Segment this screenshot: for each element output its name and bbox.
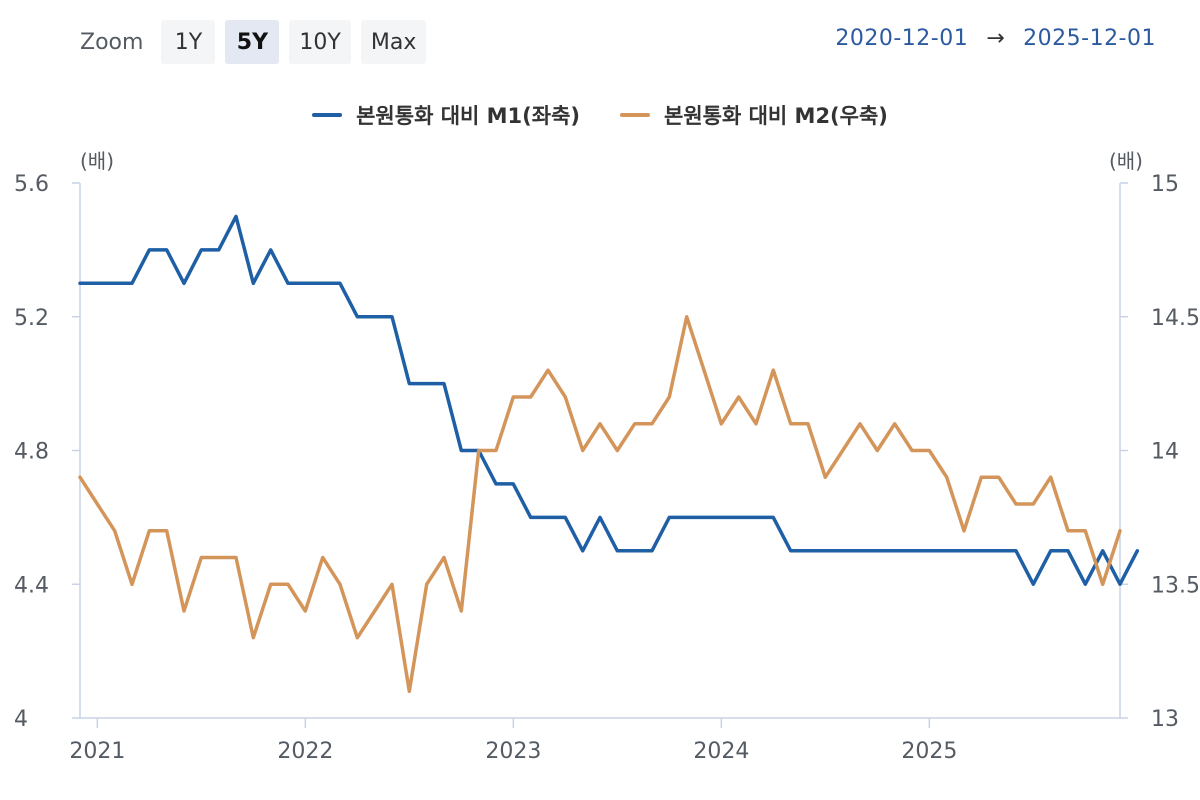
legend-swatch-m2 (620, 113, 650, 117)
left-tick-label: 4.8 (14, 440, 49, 465)
series-line-m1 (78, 214, 1140, 586)
left-tick-label: 5.2 (14, 306, 49, 331)
zoom-label: Zoom (80, 29, 144, 55)
x-tick-label: 2025 (901, 739, 957, 764)
left-axis-unit: (배) (80, 149, 114, 173)
chart-legend: 본원통화 대비 M1(좌축) 본원통화 대비 M2(우축) (0, 100, 1200, 130)
zoom-toolbar: Zoom 1Y 5Y 10Y Max (80, 20, 427, 64)
date-range: 2020-12-01 → 2025-12-01 (835, 26, 1156, 51)
range-start[interactable]: 2020-12-01 (835, 26, 969, 51)
legend-label-m1: 본원통화 대비 M1(좌축) (356, 104, 580, 128)
left-tick-label: 4.4 (14, 573, 49, 598)
right-tick-label: 14.5 (1151, 306, 1200, 331)
x-tick-label: 2022 (277, 739, 333, 764)
range-arrow: → (986, 26, 1006, 51)
left-tick-label: 5.6 (14, 172, 49, 197)
zoom-5y-button[interactable]: 5Y (225, 20, 280, 64)
x-tick-label: 2021 (69, 739, 125, 764)
right-tick-label: 14 (1151, 440, 1179, 465)
zoom-max-button[interactable]: Max (360, 20, 427, 64)
legend-item-m2[interactable]: 본원통화 대비 M2(우축) (620, 100, 888, 130)
left-tick-label: 4 (14, 707, 28, 732)
range-end[interactable]: 2025-12-01 (1023, 26, 1156, 51)
right-axis-unit: (배) (1109, 149, 1143, 173)
legend-item-m1[interactable]: 본원통화 대비 M1(좌축) (312, 100, 580, 130)
legend-swatch-m1 (312, 113, 343, 117)
right-tick-label: 13.5 (1151, 573, 1200, 598)
right-tick-label: 15 (1151, 172, 1179, 197)
right-tick-label: 13 (1151, 707, 1179, 732)
zoom-1y-button[interactable]: 1Y (161, 20, 216, 64)
x-tick-label: 2024 (693, 739, 749, 764)
zoom-10y-button[interactable]: 10Y (289, 20, 351, 64)
x-tick-label: 2023 (485, 739, 541, 764)
series-line-m2 (78, 315, 1122, 694)
legend-label-m2: 본원통화 대비 M2(우축) (664, 104, 888, 128)
